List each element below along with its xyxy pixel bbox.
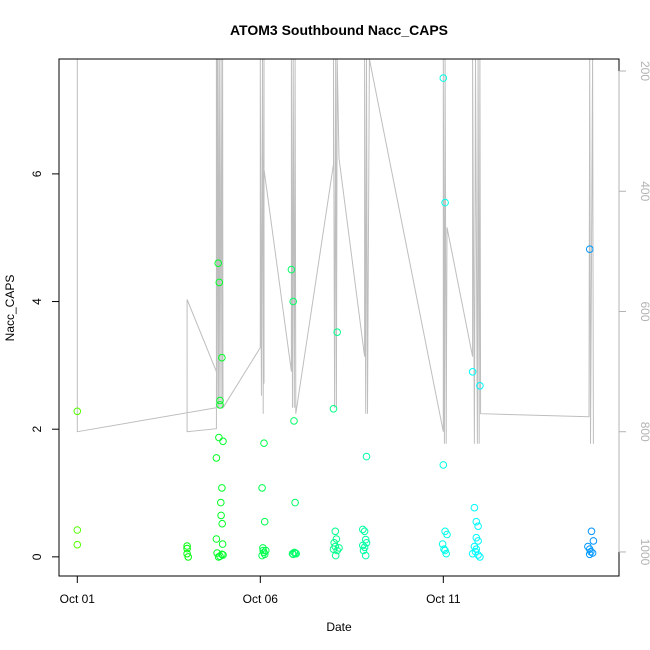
data-point (362, 452, 371, 461)
x-axis-label: Date (326, 620, 352, 634)
data-point (216, 396, 224, 405)
data-point (361, 551, 370, 560)
data-point (585, 550, 594, 559)
data-point (289, 297, 298, 306)
data-point (440, 545, 448, 554)
data-point (258, 551, 266, 560)
pressure-trace-line (76, 58, 594, 444)
secondary-y-tick-label: 200 (638, 61, 650, 81)
x-axis: Oct 01 Oct 06 Oct 11 (60, 575, 461, 606)
data-point (359, 525, 367, 534)
data-point (217, 511, 225, 520)
data-point (216, 552, 224, 561)
data-point (290, 417, 298, 425)
data-point (442, 549, 451, 558)
data-point (212, 454, 221, 462)
data-point (589, 537, 598, 545)
data-point (332, 535, 341, 543)
data-point (439, 461, 448, 469)
data-point (360, 527, 369, 536)
data-point (218, 484, 226, 492)
data-point (474, 522, 482, 531)
x-tick-label: Oct 06 (243, 592, 279, 606)
data-point (362, 539, 371, 547)
data-point (183, 542, 191, 550)
secondary-y-tick-label: 1000 (638, 539, 650, 566)
data-point (587, 527, 596, 536)
data-points-layer (73, 74, 598, 561)
data-point (287, 265, 296, 274)
data-point (184, 553, 192, 561)
data-point (359, 546, 368, 555)
data-point (260, 517, 269, 526)
y-tick-label: 4 (30, 298, 44, 305)
data-point (476, 382, 484, 390)
data-point (329, 545, 338, 554)
data-point (471, 547, 480, 556)
data-point (215, 278, 224, 287)
x-tick-label: Oct 11 (426, 592, 461, 606)
data-point (331, 551, 340, 560)
data-point (260, 439, 268, 448)
data-point (476, 553, 484, 561)
y-tick-label: 2 (30, 426, 44, 433)
data-point (585, 245, 594, 253)
data-point (262, 546, 270, 555)
data-point (291, 549, 300, 557)
data-point (470, 503, 479, 512)
data-point (218, 353, 226, 362)
data-point (183, 544, 191, 553)
secondary-y-axis: 200 400 600 800 1000 (618, 61, 650, 566)
x-tick-label: Oct 01 (60, 592, 96, 606)
secondary-y-tick-label: 800 (638, 422, 650, 442)
y-axis: 0 2 4 6 (30, 170, 60, 560)
data-point (329, 405, 338, 413)
data-point (215, 433, 223, 442)
data-point (288, 549, 297, 558)
data-point (218, 519, 226, 528)
data-point (441, 198, 449, 207)
data-point (73, 540, 82, 549)
chart-title: ATOM3 Southbound Nacc_CAPS (230, 22, 448, 38)
data-point (292, 549, 301, 558)
data-point (472, 517, 481, 526)
data-point (439, 74, 448, 82)
data-point (218, 540, 227, 548)
data-point (335, 544, 343, 552)
data-point (217, 498, 225, 507)
data-point (443, 530, 451, 539)
pressure-trace-layer (76, 58, 594, 444)
data-point (291, 498, 299, 507)
data-point (218, 550, 226, 559)
data-point (331, 527, 340, 536)
data-point (361, 535, 370, 544)
data-point (219, 437, 227, 446)
data-point (73, 526, 82, 534)
y-tick-label: 0 (30, 553, 44, 560)
data-point (474, 537, 482, 545)
data-point (333, 328, 342, 337)
data-point (441, 546, 449, 555)
data-point (258, 484, 266, 492)
data-point (212, 535, 221, 543)
data-point (73, 407, 82, 416)
data-point (468, 368, 477, 376)
data-point (360, 543, 369, 552)
y-axis-label: Nacc_CAPS (3, 275, 17, 342)
data-point (183, 549, 191, 558)
secondary-y-tick-label: 400 (638, 181, 650, 201)
secondary-y-tick-label: 600 (638, 301, 650, 321)
data-point (214, 259, 222, 268)
y-tick-label: 6 (30, 170, 44, 177)
data-point (438, 540, 447, 548)
data-point (216, 401, 224, 409)
